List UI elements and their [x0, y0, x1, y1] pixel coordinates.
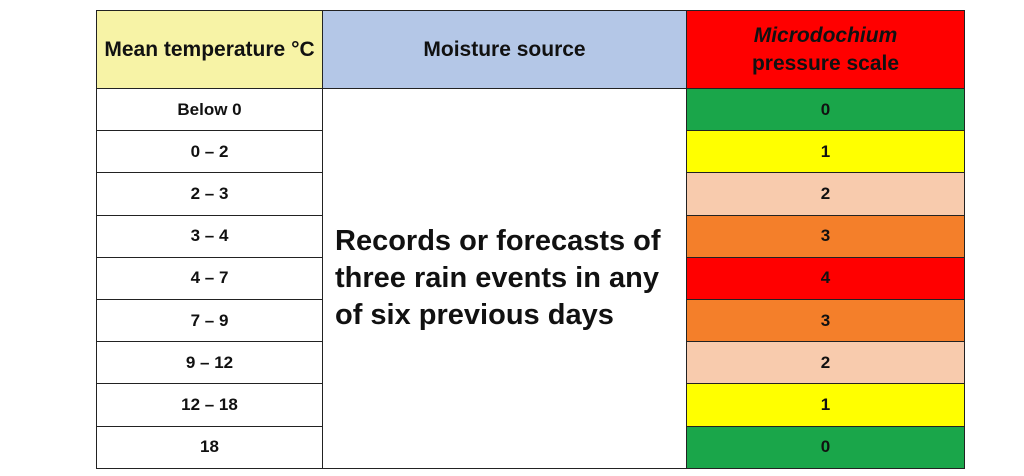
- pressure-cell: 1: [686, 383, 965, 427]
- temperature-header: Mean temperature °C: [96, 10, 323, 89]
- pressure-scale-header: Microdochium pressure scale: [686, 10, 965, 89]
- header-row: Mean temperature °C Moisture source Micr…: [96, 10, 965, 89]
- table-row: 18 0: [96, 425, 965, 469]
- table-row: 7 – 9 3: [96, 298, 965, 343]
- temperature-cell: 4 – 7: [96, 256, 323, 300]
- table-row: Below 0 Records or forecasts of three ra…: [96, 87, 965, 469]
- moisture-source-cell: Records or forecasts of three rain event…: [322, 88, 687, 469]
- pressure-cell: 0: [686, 425, 965, 469]
- pressure-cell: 0: [686, 87, 965, 132]
- pressure-cell: 3: [686, 214, 965, 258]
- temperature-cell: 12 – 18: [96, 383, 323, 427]
- temperature-cell: 9 – 12: [96, 341, 323, 385]
- pressure-cell: 4: [686, 256, 965, 300]
- temperature-cell: 7 – 9: [96, 298, 323, 343]
- table-row: 3 – 4 3: [96, 214, 965, 258]
- pressure-scale-header-label: pressure scale: [751, 51, 900, 75]
- pressure-cell: 2: [686, 341, 965, 385]
- pressure-cell: 3: [686, 298, 965, 343]
- table-row: 0 – 2 1: [96, 130, 965, 174]
- pressure-cell: 1: [686, 130, 965, 174]
- table-row: 12 – 18 1: [96, 383, 965, 427]
- temperature-cell: 2 – 3: [96, 172, 323, 216]
- temperature-cell: Below 0: [96, 87, 323, 132]
- table-row: 2 – 3 2: [96, 172, 965, 216]
- temperature-cell: 3 – 4: [96, 214, 323, 258]
- temperature-cell: 18: [96, 425, 323, 469]
- pressure-cell: 2: [686, 172, 965, 216]
- microdochium-pressure-table: Mean temperature °C Moisture source Micr…: [96, 10, 965, 469]
- moisture-header: Moisture source: [322, 10, 687, 89]
- temperature-cell: 0 – 2: [96, 130, 323, 174]
- table-row: 4 – 7 4: [96, 256, 965, 300]
- pressure-scale-header-genus: Microdochium: [753, 24, 898, 48]
- table-row: 9 – 12 2: [96, 341, 965, 385]
